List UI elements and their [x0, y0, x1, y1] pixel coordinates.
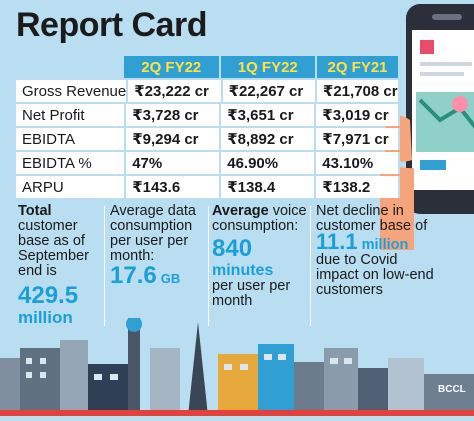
stat-voice-consumption: Average voice consumption: 840 minutes p… — [212, 204, 310, 309]
stat-lead: Total — [18, 203, 52, 219]
divider — [104, 206, 105, 326]
table-cell: ₹8,892 cr — [221, 128, 317, 150]
table-cell: ₹138.2 — [316, 176, 400, 198]
header-blank — [16, 56, 124, 78]
divider — [310, 206, 311, 326]
stats-section: Total customer base as of September end … — [0, 204, 474, 334]
stat-lead: Average — [212, 203, 269, 219]
divider — [208, 206, 209, 326]
column-header: 1Q FY22 — [220, 56, 317, 78]
report-table: 2Q FY22 1Q FY22 2Q FY21 Gross Revenue ₹2… — [16, 56, 400, 198]
table-cell: 43.10% — [316, 152, 400, 174]
table-cell: ₹23,222 cr — [128, 80, 223, 102]
table-row: Net Profit ₹3,728 cr ₹3,651 cr ₹3,019 cr — [16, 104, 400, 126]
row-label: EBIDTA % — [16, 152, 127, 174]
table-cell: ₹21,708 cr — [317, 80, 400, 102]
stat-unit: million — [361, 237, 409, 253]
row-label: Gross Revenue — [16, 80, 129, 102]
table-cell: ₹3,651 cr — [221, 104, 317, 126]
table-cell: 47% — [126, 152, 222, 174]
phone-illustration — [380, 0, 474, 250]
stat-value: 429.5 — [18, 282, 79, 309]
table-header: 2Q FY22 1Q FY22 2Q FY21 — [16, 56, 400, 78]
table-cell: ₹22,267 cr — [223, 80, 317, 102]
table-cell: 46.90% — [221, 152, 317, 174]
row-label: Net Profit — [16, 104, 127, 126]
report-title: Report Card — [16, 6, 207, 44]
stat-text-after: due to Covid impact on low-end customers — [316, 252, 434, 298]
table-cell: ₹138.4 — [221, 176, 317, 198]
table-cell: ₹7,971 cr — [316, 128, 400, 150]
stat-text: voice consumption: — [212, 203, 307, 234]
row-label: EBIDTA — [16, 128, 127, 150]
stat-value: 11.1 — [316, 229, 358, 254]
stat-value: 840 — [212, 235, 253, 262]
table-cell: ₹143.6 — [126, 176, 222, 198]
table-row: Gross Revenue ₹23,222 cr ₹22,267 cr ₹21,… — [16, 80, 400, 102]
table-row: ARPU ₹143.6 ₹138.4 ₹138.2 — [16, 176, 400, 198]
stat-unit: million — [18, 308, 73, 327]
stat-unit: minutes — [212, 262, 274, 279]
city-skyline-illustration — [0, 316, 474, 416]
stat-text: customer base as of September end is — [18, 218, 89, 279]
table-cell: ₹3,019 cr — [316, 104, 400, 126]
table-row: EBIDTA % 47% 46.90% 43.10% — [16, 152, 400, 174]
stat-data-consumption: Average data consumption per user per mo… — [110, 203, 208, 289]
stat-suffix: per user per month — [212, 278, 291, 309]
stat-customer-base: Total customer base as of September end … — [18, 204, 102, 327]
column-header: 2Q FY22 — [124, 56, 221, 78]
stat-value: 17.6 — [110, 262, 157, 289]
stat-net-decline: Net decline in customer base of 11.1 mil… — [316, 204, 436, 298]
stat-unit: GB — [160, 271, 181, 286]
table-cell: ₹9,294 cr — [126, 128, 222, 150]
table-row: EBIDTA ₹9,294 cr ₹8,892 cr ₹7,971 cr — [16, 128, 400, 150]
row-label: ARPU — [16, 176, 127, 198]
table-cell: ₹3,728 cr — [126, 104, 222, 126]
column-header: 2Q FY21 — [317, 56, 400, 78]
stat-text: Net decline in customer base of — [316, 203, 428, 234]
credit-label: BCCL — [438, 384, 466, 395]
stat-text: Average data consumption per user per mo… — [110, 203, 196, 264]
